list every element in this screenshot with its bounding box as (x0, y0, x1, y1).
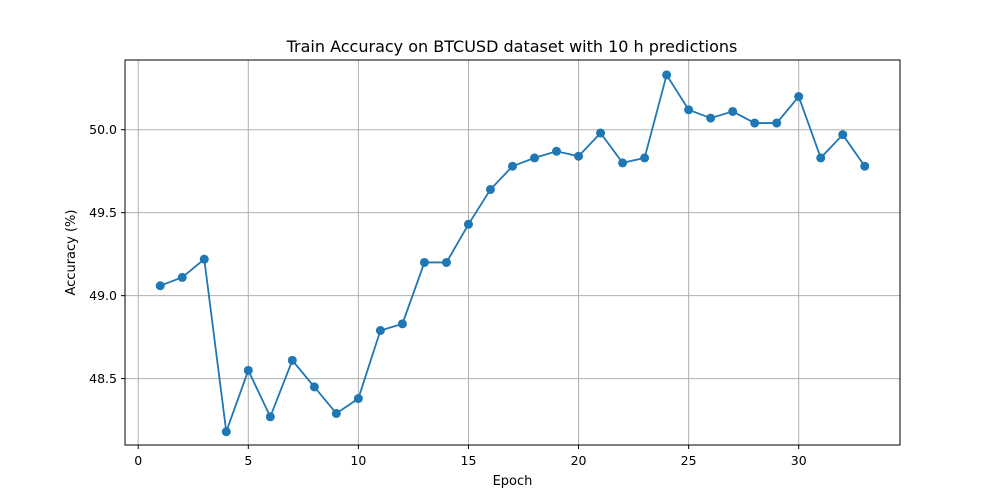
data-point (375, 325, 385, 335)
data-point (574, 151, 584, 161)
data-point (750, 118, 760, 128)
y-tick-label: 49.5 (89, 205, 117, 220)
x-tick-label: 15 (461, 453, 477, 468)
data-point (640, 153, 650, 163)
x-tick-label: 0 (134, 453, 142, 468)
data-point (243, 365, 253, 375)
data-point (596, 128, 606, 138)
data-point (199, 254, 209, 264)
data-point (860, 161, 870, 171)
data-point (706, 113, 716, 123)
data-point (838, 130, 848, 140)
y-tick-label: 49.0 (89, 288, 117, 303)
data-point (287, 355, 297, 365)
data-point (265, 412, 275, 422)
x-tick-label: 10 (350, 453, 366, 468)
x-tick-label: 5 (244, 453, 252, 468)
data-point (485, 184, 495, 194)
data-point (419, 257, 429, 267)
data-point (397, 319, 407, 329)
x-axis-label: Epoch (493, 474, 533, 489)
grid (125, 60, 900, 445)
data-point (155, 281, 165, 291)
axis-ticks: 0 5 10 15 20 25 30 48.5 49.0 49.5 50.0 (89, 122, 807, 468)
data-point (441, 257, 451, 267)
y-tick-label: 48.5 (89, 371, 117, 386)
y-tick-label: 50.0 (89, 122, 117, 137)
chart-title: Train Accuracy on BTCUSD dataset with 10… (286, 37, 738, 56)
data-point (684, 105, 694, 115)
data-point (552, 146, 562, 156)
y-axis-label: Accuracy (%) (64, 210, 79, 296)
x-tick-label: 25 (681, 453, 697, 468)
x-tick-label: 20 (571, 453, 587, 468)
data-point (618, 158, 628, 168)
series-accuracy (155, 70, 870, 437)
data-point (728, 106, 738, 116)
plot-area-frame (124, 59, 901, 446)
data-point (309, 382, 319, 392)
data-point (221, 427, 231, 437)
data-point (331, 408, 341, 418)
x-tick-label: 30 (791, 453, 807, 468)
data-point (772, 118, 782, 128)
data-point (662, 70, 672, 80)
data-point (816, 153, 826, 163)
data-point (794, 92, 804, 102)
data-point (463, 219, 473, 229)
data-point (530, 153, 540, 163)
data-point (177, 272, 187, 282)
data-point (508, 161, 517, 171)
data-point (353, 394, 363, 404)
